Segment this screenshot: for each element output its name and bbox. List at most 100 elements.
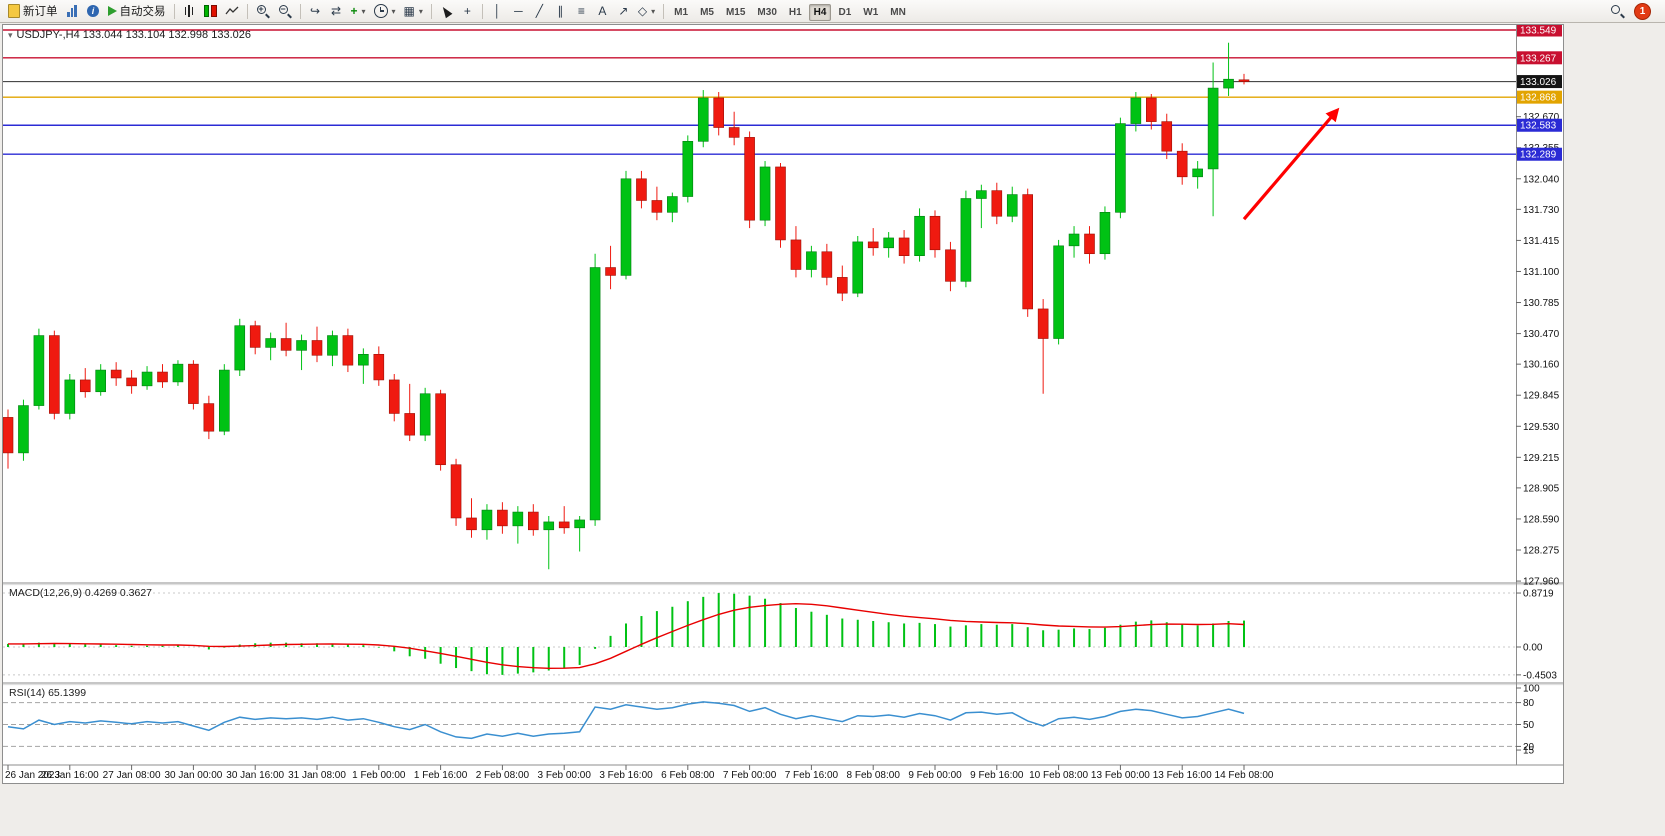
candle-body (1146, 97, 1157, 122)
timeframe-button-mn[interactable]: MN (885, 4, 911, 21)
new-order-icon (8, 4, 20, 18)
line-chart-button[interactable] (221, 2, 243, 21)
auto-trading-play-icon (107, 6, 117, 16)
candle-body (558, 521, 570, 529)
vertical-line-icon: │ (493, 4, 502, 18)
time-axis-label: 8 Feb 08:00 (847, 770, 901, 781)
candle-body (574, 519, 585, 529)
trendline-button[interactable]: ╱ (529, 2, 550, 21)
candle-body (419, 393, 431, 436)
shapes-button[interactable]: ◇ ▾ (634, 2, 659, 21)
auto-scroll-button[interactable]: ↪ (305, 2, 326, 21)
templates-button[interactable]: ▦ ▾ (400, 2, 427, 21)
candle-body (79, 379, 91, 393)
text-tool-button[interactable]: A (592, 2, 613, 21)
time-axis-label: 3 Feb 16:00 (599, 770, 653, 781)
price-badge (1517, 75, 1562, 89)
new-order-button[interactable]: 新订单 (4, 2, 62, 21)
chart-shift-icon: ⇄ (330, 4, 342, 18)
time-axis-label: 13 Feb 16:00 (1153, 770, 1212, 781)
candle-body (945, 249, 956, 282)
candle-body (188, 363, 199, 404)
toolbar-separator (299, 3, 301, 19)
price-scale-label: 129.845 (1523, 391, 1560, 402)
candle-body (1176, 150, 1188, 178)
fibonacci-button[interactable]: ≡ (571, 2, 592, 21)
timeframe-button-d1[interactable]: D1 (833, 4, 856, 21)
new-chart-icon: + (350, 4, 358, 18)
candle-body (388, 379, 400, 414)
candle-body (1130, 97, 1142, 124)
auto-trading-button[interactable]: 自动交易 (104, 2, 170, 21)
crosshair-button[interactable]: + (457, 2, 478, 21)
candle-body (682, 141, 694, 197)
timeframe-button-m5[interactable]: M5 (695, 4, 719, 21)
candle-body (744, 137, 755, 221)
one-click-trading-toggle-icon[interactable]: ▾ (8, 29, 13, 40)
candle-body (157, 371, 168, 383)
vertical-line-button[interactable]: │ (487, 2, 508, 21)
candle-body (589, 267, 601, 521)
candle-body (497, 509, 508, 527)
toolbar-separator (481, 3, 483, 19)
channel-icon: ∥ (557, 4, 564, 18)
periods-button[interactable]: ▾ (370, 2, 400, 21)
time-axis-label: 1 Feb 00:00 (352, 770, 406, 781)
arrow-tool-button[interactable]: ↗ (613, 2, 634, 21)
chart-shift-button[interactable]: ⇄ (326, 2, 347, 21)
timeframe-button-m1[interactable]: M1 (669, 4, 693, 21)
candle-body (450, 464, 462, 519)
candlestick-chart-button[interactable] (200, 2, 221, 21)
price-badge-label: 133.026 (1520, 77, 1557, 88)
candle-body (697, 97, 709, 142)
time-axis-label: 27 Jan 08:00 (103, 770, 161, 781)
candle-body (18, 405, 29, 454)
candle-body (95, 369, 106, 393)
horizontal-line-button[interactable]: ─ (508, 2, 529, 21)
search-button[interactable] (1606, 2, 1628, 21)
zoom-in-button[interactable]: + (252, 2, 274, 21)
timeframe-button-h4[interactable]: H4 (808, 3, 832, 21)
price-scale-label: 128.275 (1523, 546, 1560, 557)
price-scale-label: 130.160 (1523, 360, 1560, 371)
macd-scale-label: -0.4503 (1523, 670, 1557, 681)
channel-button[interactable]: ∥ (550, 2, 571, 21)
timeframe-button-m30[interactable]: M30 (752, 4, 781, 21)
candle-body (33, 335, 45, 406)
text-tool-icon: A (598, 4, 607, 18)
toolbar-separator (173, 3, 175, 19)
chevron-down-icon: ▾ (361, 6, 366, 16)
candle-body (543, 521, 555, 531)
timeframe-button-h1[interactable]: H1 (784, 4, 807, 21)
price-scale-label: 132.670 (1523, 112, 1560, 123)
market-watch-button[interactable] (62, 2, 83, 21)
candle-body (172, 363, 184, 383)
cursor-icon (439, 4, 453, 18)
macd-scale-label: 0.00 (1523, 643, 1543, 654)
timeframe-button-w1[interactable]: W1 (858, 4, 883, 21)
candle-body (713, 97, 725, 128)
new-chart-button[interactable]: + ▾ (347, 2, 370, 21)
timeframe-button-m15[interactable]: M15 (721, 4, 750, 21)
candle-body (852, 241, 864, 294)
templates-icon: ▦ (403, 4, 415, 18)
chart-window: 132.670132.355132.040131.730131.415131.1… (2, 24, 1564, 784)
zoom-out-button[interactable]: − (274, 2, 296, 21)
trend-arrow-annotation[interactable] (1242, 107, 1340, 221)
chevron-down-icon: ▾ (651, 6, 656, 16)
price-scale-label: 130.470 (1523, 329, 1560, 340)
candle-body (141, 371, 153, 387)
time-axis-label: 10 Feb 08:00 (1029, 770, 1088, 781)
notification-badge[interactable]: 1 (1634, 2, 1651, 20)
price-badge (1517, 51, 1562, 65)
bar-chart-button[interactable] (179, 2, 200, 21)
cursor-button[interactable] (436, 2, 457, 21)
candle-body (203, 403, 215, 432)
price-badge-label: 132.868 (1520, 93, 1557, 104)
chart-canvas[interactable]: 132.670132.355132.040131.730131.415131.1… (3, 25, 1563, 783)
candle-body (620, 178, 632, 276)
data-window-button[interactable]: i (83, 2, 104, 21)
price-scale-label: 128.590 (1523, 514, 1560, 525)
candle-body (327, 335, 338, 356)
candlestick-chart-icon (203, 5, 217, 17)
